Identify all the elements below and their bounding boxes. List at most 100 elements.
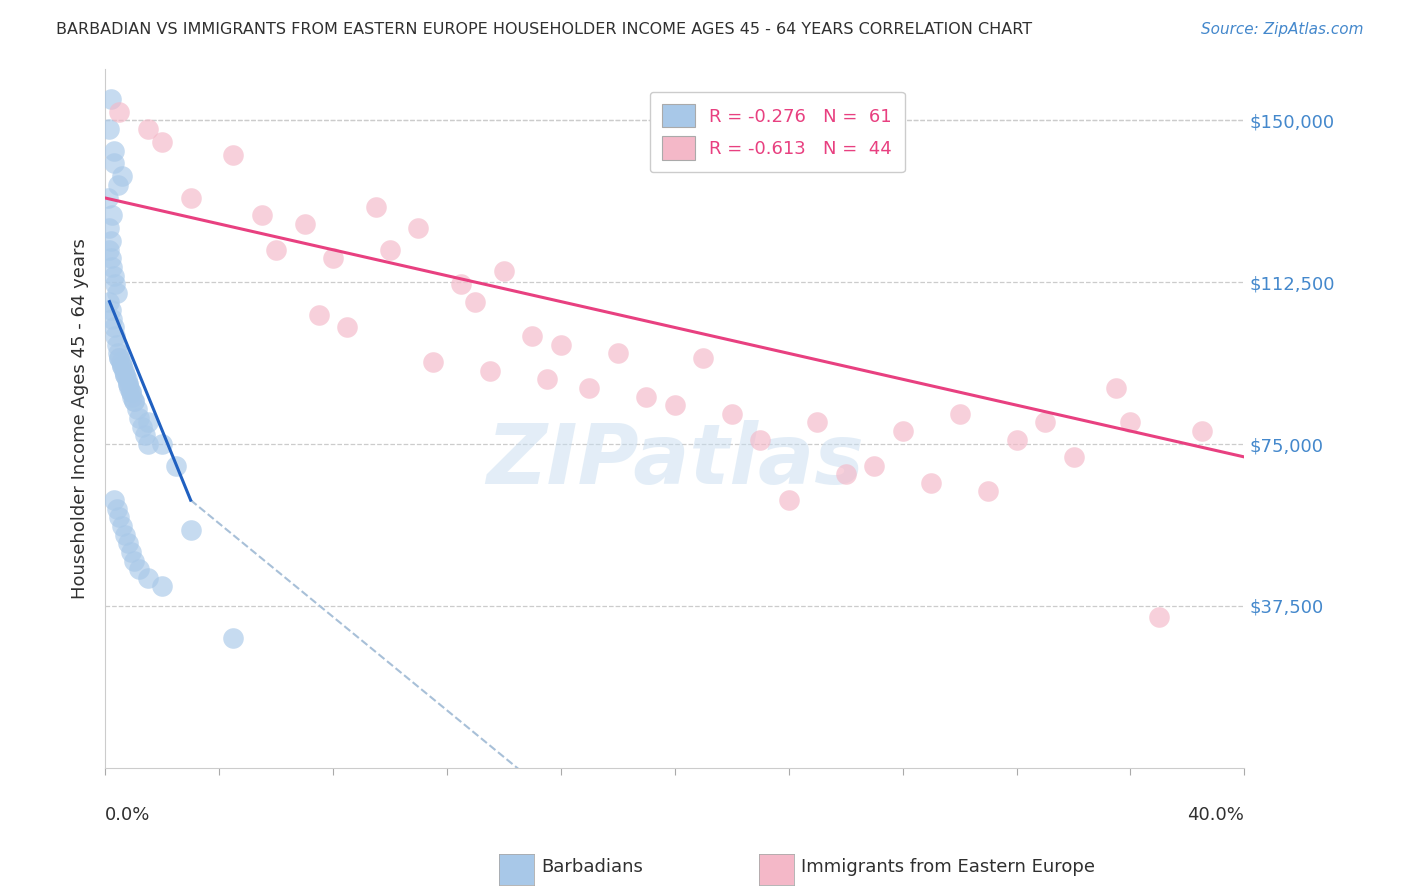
Text: Immigrants from Eastern Europe: Immigrants from Eastern Europe xyxy=(801,858,1095,876)
Point xyxy=(136,416,159,430)
Point xyxy=(104,329,127,343)
Point xyxy=(97,191,120,205)
Point xyxy=(364,200,387,214)
Point xyxy=(101,260,124,274)
Point xyxy=(322,252,344,266)
Point xyxy=(720,407,742,421)
Text: ZIPatlas: ZIPatlas xyxy=(486,419,863,500)
Point xyxy=(105,285,128,300)
Point xyxy=(103,144,125,158)
Point xyxy=(949,407,972,421)
Point xyxy=(578,381,600,395)
Point xyxy=(806,416,828,430)
Point xyxy=(125,402,148,417)
Point xyxy=(222,148,245,162)
Point xyxy=(103,268,125,283)
Point xyxy=(450,277,472,292)
Point xyxy=(294,217,316,231)
Point xyxy=(308,308,330,322)
Point xyxy=(131,419,153,434)
Point xyxy=(100,303,122,318)
Point xyxy=(122,553,145,567)
Point xyxy=(1147,609,1170,624)
Point xyxy=(778,493,800,508)
Point xyxy=(478,364,501,378)
Point xyxy=(606,346,628,360)
Point xyxy=(180,524,202,538)
Point xyxy=(136,122,159,136)
Point xyxy=(108,104,131,119)
Point xyxy=(664,398,686,412)
Point xyxy=(110,355,132,369)
Point xyxy=(1033,416,1056,430)
Point xyxy=(522,329,544,343)
Point xyxy=(250,208,273,222)
Point xyxy=(98,122,121,136)
Point xyxy=(117,376,139,391)
Text: Barbadians: Barbadians xyxy=(541,858,643,876)
Point xyxy=(834,467,856,482)
Point xyxy=(536,372,558,386)
Point xyxy=(103,320,125,334)
Point xyxy=(103,493,125,508)
Point xyxy=(378,243,401,257)
Point xyxy=(492,264,515,278)
Point xyxy=(150,579,173,593)
Point xyxy=(107,346,129,360)
Point xyxy=(749,433,772,447)
Point xyxy=(118,381,141,395)
Point xyxy=(136,437,159,451)
Point xyxy=(114,368,136,382)
Point xyxy=(264,243,287,257)
Point xyxy=(117,376,139,391)
Point xyxy=(222,631,245,645)
Point xyxy=(120,385,142,400)
Point xyxy=(101,208,124,222)
Point xyxy=(101,311,124,326)
Y-axis label: Householder Income Ages 45 - 64 years: Householder Income Ages 45 - 64 years xyxy=(72,237,89,599)
Point xyxy=(150,135,173,149)
Point xyxy=(98,221,121,235)
Point xyxy=(120,545,142,559)
Point xyxy=(111,359,134,374)
Point xyxy=(136,571,159,585)
Point xyxy=(180,191,202,205)
Point xyxy=(1005,433,1028,447)
Point xyxy=(863,458,886,473)
Point xyxy=(336,320,359,334)
Point xyxy=(550,337,572,351)
Point xyxy=(891,424,914,438)
Point xyxy=(115,372,138,386)
Point xyxy=(112,364,135,378)
Point xyxy=(100,234,122,248)
Point xyxy=(111,519,134,533)
Point xyxy=(100,92,122,106)
Point xyxy=(408,221,430,235)
Point xyxy=(636,390,658,404)
Point xyxy=(165,458,187,473)
Point xyxy=(1063,450,1085,464)
Point xyxy=(114,368,136,382)
Point xyxy=(107,178,129,192)
Point xyxy=(98,243,121,257)
Point xyxy=(111,359,134,374)
Text: 40.0%: 40.0% xyxy=(1188,806,1244,824)
Point xyxy=(105,501,128,516)
Point xyxy=(98,294,121,309)
Point xyxy=(114,527,136,541)
Text: Source: ZipAtlas.com: Source: ZipAtlas.com xyxy=(1201,22,1364,37)
Point xyxy=(1191,424,1213,438)
Point xyxy=(134,428,156,442)
Point xyxy=(105,337,128,351)
Point xyxy=(422,355,444,369)
Point xyxy=(692,351,714,365)
Point xyxy=(1119,416,1142,430)
Point xyxy=(150,437,173,451)
Point xyxy=(128,562,150,576)
Point xyxy=(120,385,142,400)
Point xyxy=(104,277,127,292)
Point xyxy=(122,393,145,408)
Legend: R = -0.276   N =  61, R = -0.613   N =  44: R = -0.276 N = 61, R = -0.613 N = 44 xyxy=(650,92,905,172)
Point xyxy=(920,475,942,490)
Point xyxy=(117,536,139,550)
